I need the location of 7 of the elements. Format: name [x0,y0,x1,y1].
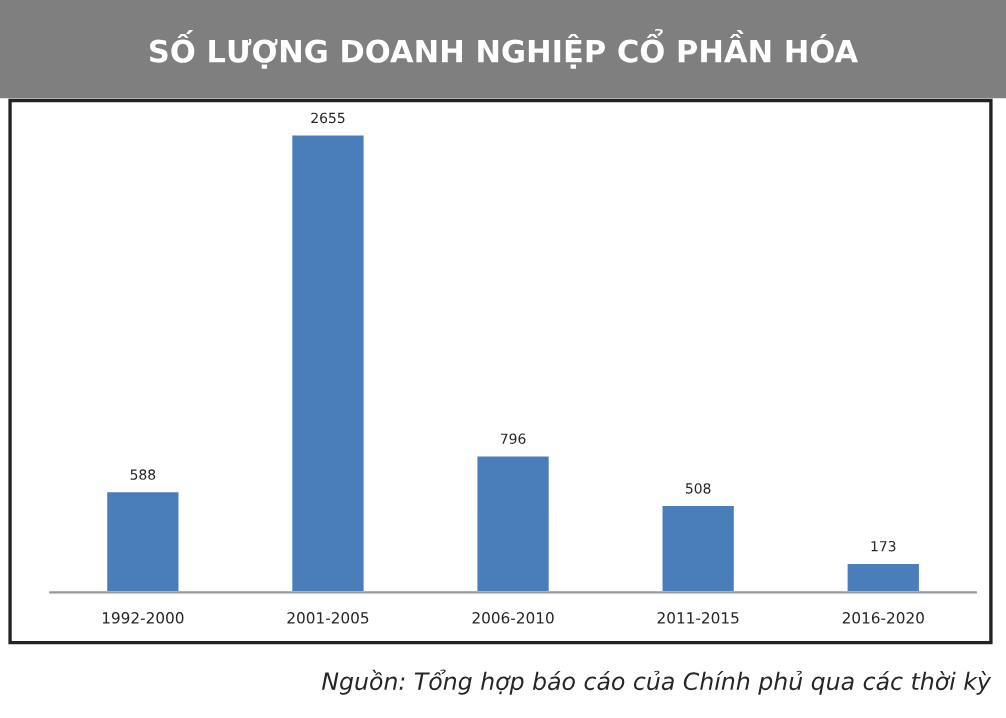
bar [289,132,367,593]
bar [844,561,922,593]
chart-title: SỐ LƯỢNG DOANH NGHIỆP CỔ PHẦN HÓA [150,28,859,69]
bar [659,503,737,593]
bar [104,489,182,593]
bar [474,453,552,593]
text: Nguồn: Tổng hợp báo cáo của Chính phủ qua các thời kỳ [322,669,992,695]
